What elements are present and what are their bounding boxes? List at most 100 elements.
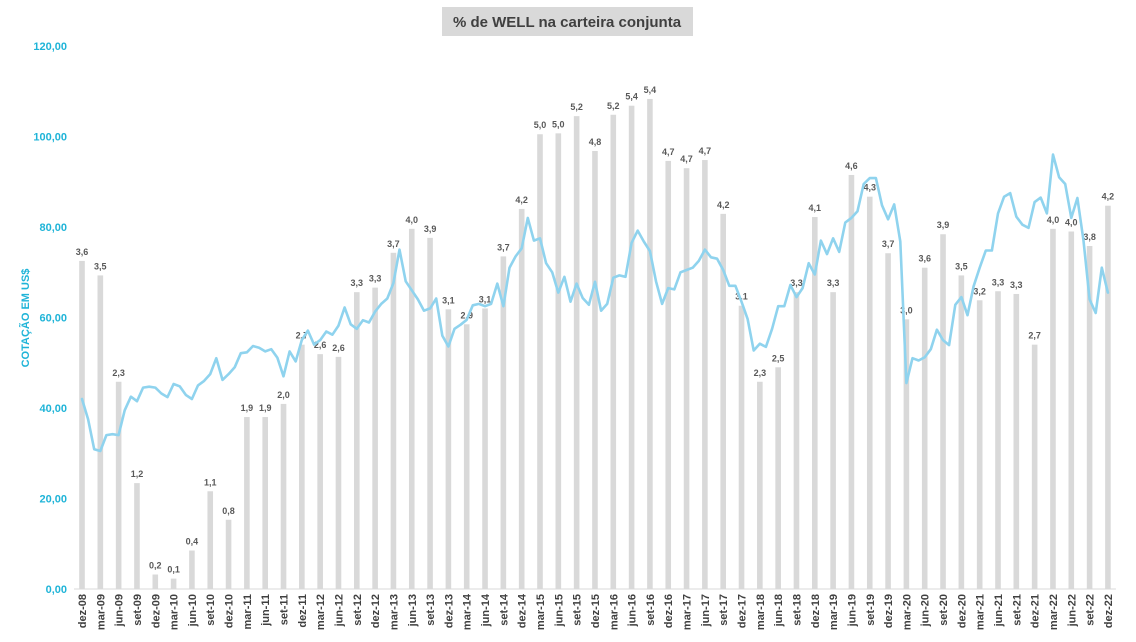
bar-data-label: 0,8: [222, 506, 235, 516]
bar: [775, 367, 781, 589]
bar: [1031, 344, 1038, 589]
bar-data-label: 3,3: [992, 277, 1005, 287]
x-tick-label: jun-15: [553, 594, 565, 627]
x-tick-label: jun-12: [333, 594, 345, 627]
y-tick-label: 80,00: [39, 222, 67, 234]
bar: [573, 116, 580, 589]
x-tick-label: dez-16: [663, 594, 675, 628]
bar-data-label: 3,7: [497, 242, 510, 252]
x-tick-label: set-15: [572, 594, 584, 626]
bar-data-label: 2,6: [332, 343, 345, 353]
bar: [1105, 205, 1111, 590]
bar-data-label: 4,7: [699, 146, 712, 156]
x-tick-label: dez-19: [883, 594, 895, 628]
bar: [830, 292, 836, 589]
x-tick-label: set-17: [718, 594, 730, 626]
bar: [445, 309, 452, 589]
bar-data-label: 3,9: [937, 220, 950, 230]
bar: [1086, 246, 1093, 589]
x-tick-label: set-14: [498, 593, 510, 626]
chart-title: % de WELL na carteira conjunta: [453, 14, 682, 31]
bar: [647, 98, 653, 589]
bar-data-label: 0,4: [186, 537, 199, 547]
x-tick-label: dez-22: [1103, 594, 1115, 628]
x-tick-label: set-09: [132, 594, 144, 626]
bar: [537, 134, 543, 590]
x-tick-label: jun-17: [700, 594, 712, 627]
bar: [354, 292, 360, 589]
x-tick-label: set-12: [352, 594, 364, 626]
bar: [115, 381, 122, 589]
x-tick-label: mar-22: [1048, 594, 1060, 630]
bar-data-label: 4,2: [515, 195, 528, 205]
bar: [97, 275, 104, 589]
bar-data-label: 3,6: [76, 247, 89, 257]
bar-data-label: 1,1: [204, 477, 217, 487]
x-tick-label: mar-21: [975, 594, 987, 630]
bar: [518, 208, 525, 589]
bar: [738, 305, 745, 589]
bar: [262, 417, 268, 589]
x-tick-label: mar-16: [608, 594, 620, 630]
x-tick-label: set-11: [279, 594, 291, 625]
bar-data-label: 2,3: [754, 368, 767, 378]
x-tick-label: dez-11: [297, 594, 309, 628]
bar: [427, 237, 433, 590]
bar: [702, 160, 708, 589]
x-tick-label: jun-10: [187, 594, 199, 627]
bar: [720, 213, 726, 589]
x-tick-label: jun-14: [480, 593, 492, 627]
x-tick-label: mar-17: [682, 594, 694, 630]
bar: [757, 381, 763, 589]
bar-data-label: 3,6: [918, 254, 931, 264]
x-tick-label: set-13: [425, 594, 437, 626]
bar: [683, 168, 690, 590]
bar-data-label: 5,4: [625, 92, 638, 102]
x-tick-label: jun-09: [114, 594, 126, 627]
bar-data-label: 2,6: [314, 340, 327, 350]
bar-data-label: 4,7: [680, 154, 693, 164]
bar: [408, 228, 415, 589]
bar: [225, 519, 232, 589]
x-tick-label: dez-15: [590, 594, 602, 628]
bar-data-label: 4,1: [809, 203, 822, 213]
x-tick-label: mar-20: [901, 594, 913, 630]
bar: [921, 267, 928, 589]
bar-data-label: 2,3: [112, 368, 125, 378]
y-tick-label: 40,00: [39, 403, 67, 415]
bar-data-label: 3,2: [973, 286, 986, 296]
bar: [995, 291, 1001, 589]
bar-data-label: 2,7: [1028, 331, 1041, 341]
bar-data-label: 4,8: [589, 137, 602, 147]
x-tick-label: set-22: [1085, 594, 1097, 626]
x-tick-label: jun-13: [407, 594, 419, 627]
bar: [976, 300, 983, 589]
x-tick-label: dez-17: [737, 594, 749, 628]
x-tick-label: dez-09: [150, 594, 162, 628]
bar-data-label: 3,1: [442, 295, 455, 305]
bar: [940, 234, 946, 590]
bar: [280, 403, 287, 589]
bar: [866, 196, 873, 589]
bar: [244, 417, 250, 589]
bar-data-label: 4,7: [662, 147, 675, 157]
bar-data-label: 3,1: [735, 292, 748, 302]
x-tick-label: jun-19: [846, 594, 858, 627]
bar-series: [79, 98, 1111, 590]
bar: [500, 256, 507, 589]
bar: [317, 354, 323, 589]
y-tick-label: 0,00: [46, 584, 67, 596]
bar-data-label: 0,1: [167, 565, 180, 575]
x-axis: dez-08 mar-09 jun-09 set-09 dez-09 mar-10 jun-…: [74, 588, 1116, 630]
line-series: [80, 153, 1110, 453]
bar-data-label: 4,2: [717, 200, 730, 210]
bar-data-label: 2,5: [772, 353, 785, 363]
bar: [555, 133, 562, 589]
x-tick-label: jun-22: [1066, 594, 1078, 627]
x-tick-label: dez-08: [77, 594, 89, 628]
y-tick-label: 20,00: [39, 494, 67, 506]
bar-data-label: 0,2: [149, 561, 162, 571]
x-tick-label: set-10: [205, 594, 217, 626]
bar-data-label: 3,5: [94, 261, 107, 271]
bar-data-label: 3,7: [387, 239, 400, 249]
